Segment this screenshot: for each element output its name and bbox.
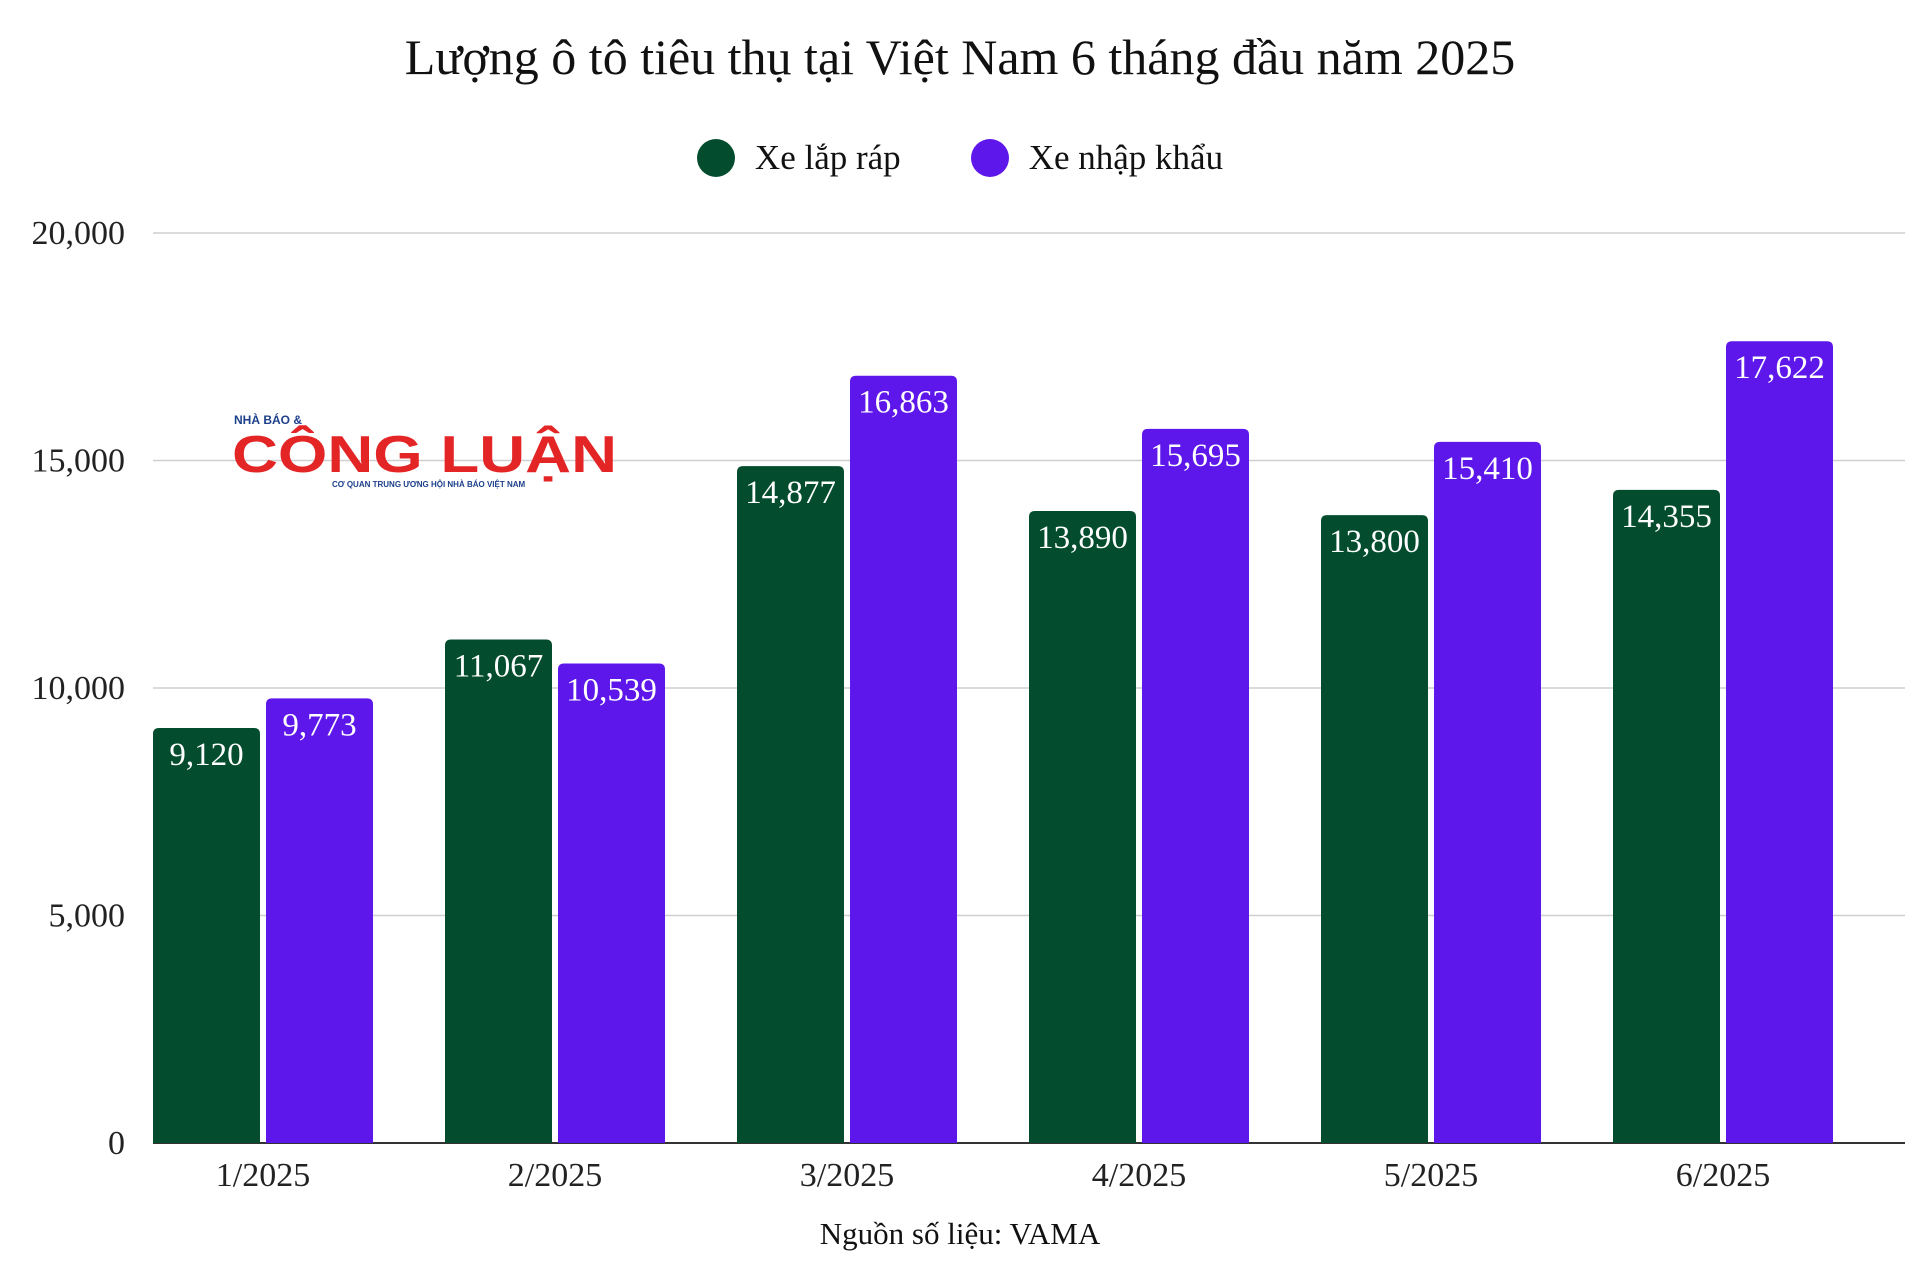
bar-value-label: 13,800 (1329, 524, 1420, 560)
x-tick-label: 6/2025 (1676, 1157, 1770, 1194)
y-tick-label: 10,000 (32, 670, 126, 707)
bar-imported (1434, 441, 1541, 1144)
bar-imported (1726, 341, 1833, 1144)
bar-assembled (153, 728, 260, 1143)
x-tick-label: 4/2025 (1092, 1157, 1186, 1194)
legend-swatch-assembled (696, 139, 735, 177)
bar-assembled (445, 639, 552, 1143)
bar-value-label: 10,539 (566, 672, 657, 708)
bar-imported (558, 663, 665, 1143)
bar-value-label: 13,890 (1037, 520, 1128, 556)
bar-imported (266, 698, 373, 1143)
y-tick-label: 15,000 (32, 443, 126, 480)
legend-item-imported[interactable]: Xe nhập khẩu (970, 138, 1224, 178)
x-tick-label: 2/2025 (508, 1157, 602, 1194)
x-tick-label: 5/2025 (1384, 1157, 1478, 1194)
bar-value-label: 14,877 (745, 475, 836, 511)
y-tick-label: 20,000 (32, 215, 126, 252)
x-tick-label: 3/2025 (800, 1157, 894, 1194)
bar-value-label: 17,622 (1734, 350, 1825, 386)
bar-assembled (737, 466, 844, 1143)
logo-tagline: CƠ QUAN TRUNG ƯƠNG HỘI NHÀ BÁO VIỆT NAM (332, 480, 526, 489)
logo-top-text: NHÀ BÁO & (234, 412, 302, 427)
cong-luan-logo: NHÀ BÁO & CÔNG LUẬN CƠ QUAN TRUNG ƯƠNG H… (232, 412, 617, 489)
bar-assembled (1321, 515, 1428, 1143)
legend-swatch-imported (970, 139, 1009, 177)
bar-value-label: 11,067 (454, 648, 544, 684)
legend-label-assembled: Xe lắp ráp (754, 138, 901, 177)
legend-item-assembled[interactable]: Xe lắp ráp (696, 138, 901, 178)
x-tick-label: 1/2025 (216, 1157, 310, 1194)
bar-imported (850, 375, 957, 1143)
legend-label-imported: Xe nhập khẩu (1028, 138, 1224, 177)
logo-name: CÔNG LUẬN (232, 425, 617, 484)
bar-assembled (1029, 511, 1136, 1143)
bar-imported (1142, 428, 1249, 1143)
bar-value-label: 15,695 (1150, 438, 1241, 474)
bar-value-label: 15,410 (1442, 451, 1533, 487)
chart-title: Lượng ô tô tiêu thụ tại Việt Nam 6 tháng… (404, 29, 1516, 85)
y-tick-label: 0 (108, 1125, 125, 1162)
source-note: Nguồn số liệu: VAMA (819, 1216, 1101, 1251)
legend: Xe lắp ráp Xe nhập khẩu (0, 138, 1920, 178)
bar-value-label: 9,773 (282, 707, 356, 743)
y-tick-label: 5,000 (49, 898, 126, 935)
bar-value-label: 9,120 (169, 737, 243, 773)
bar-value-label: 14,355 (1621, 499, 1712, 535)
bar-assembled (1613, 489, 1720, 1143)
bar-value-label: 16,863 (858, 385, 949, 421)
